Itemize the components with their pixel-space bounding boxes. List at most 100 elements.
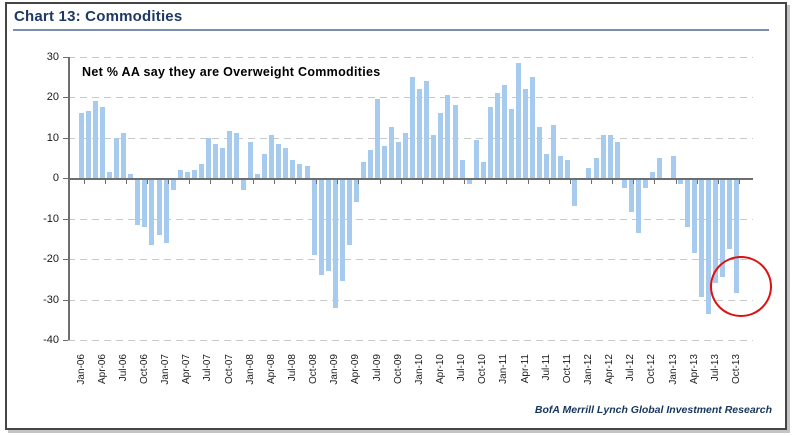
bar [227, 131, 232, 178]
bar [515, 62, 521, 178]
x-axis-tick [548, 180, 550, 184]
y-axis-line [68, 56, 70, 340]
bar [219, 147, 225, 178]
x-axis-label: Apr-11 [519, 354, 531, 384]
bar [353, 180, 359, 203]
bar [600, 135, 606, 178]
bar [135, 180, 141, 225]
chart-title: Chart 13: Commodities [14, 8, 183, 25]
gridline [68, 56, 753, 58]
x-axis-label: Oct-08 [308, 354, 320, 385]
x-axis-label: Jan-06 [75, 354, 87, 385]
bar [177, 169, 183, 178]
x-axis-tick [400, 180, 402, 184]
plot-area: Net % AA say they are Overweight Commodi… [7, 4, 785, 428]
x-axis-label: Oct-13 [730, 354, 742, 385]
bar [480, 161, 486, 178]
bar [290, 159, 296, 178]
x-axis-line [68, 178, 753, 180]
bar [255, 173, 261, 178]
x-axis-tick [527, 180, 529, 184]
gridline [68, 340, 753, 341]
bar [297, 163, 303, 178]
x-axis-label: Oct-07 [223, 354, 235, 385]
x-axis-label: Jan-08 [244, 354, 256, 385]
x-axis-tick [358, 180, 360, 184]
bar [607, 135, 613, 178]
bar [473, 139, 479, 178]
bar [720, 180, 726, 278]
x-axis-label: Apr-10 [434, 354, 446, 385]
bar [332, 180, 338, 308]
bar [551, 125, 557, 178]
x-axis-tick [252, 180, 254, 184]
y-axis-tick [63, 218, 68, 220]
x-axis-label: Jul-10 [456, 354, 468, 382]
bar [466, 180, 472, 185]
bar [621, 180, 627, 189]
bar [156, 180, 162, 235]
bar [79, 113, 84, 178]
x-axis-tick [294, 180, 296, 184]
x-axis-tick [717, 180, 719, 184]
x-axis-tick [612, 180, 614, 184]
y-axis-tick [63, 340, 68, 341]
x-axis-label: Apr-12 [604, 354, 616, 385]
x-axis-tick [738, 180, 740, 184]
bar [494, 92, 500, 178]
bar [149, 180, 155, 245]
x-axis-label: Jan-12 [582, 354, 594, 385]
bar [508, 109, 514, 178]
y-axis-tick [63, 259, 68, 260]
bar [713, 180, 719, 284]
x-axis-tick [569, 180, 571, 184]
bar [530, 76, 536, 178]
x-axis-tick [654, 180, 656, 184]
bar [360, 161, 366, 178]
bar [114, 137, 120, 178]
x-axis-label: Jul-07 [202, 354, 214, 382]
bar [678, 180, 684, 185]
x-axis-label: Oct-09 [392, 354, 404, 385]
x-axis-label: Oct-10 [477, 354, 489, 385]
bar [424, 80, 430, 178]
highlight-ellipse [710, 256, 772, 317]
x-axis-label: Oct-06 [138, 354, 150, 385]
bar [734, 180, 740, 294]
bar [558, 155, 564, 178]
bar [445, 94, 451, 178]
bar [706, 180, 712, 314]
bar [699, 180, 705, 298]
x-axis-tick [485, 180, 487, 184]
x-axis-tick [379, 180, 381, 184]
bar [191, 169, 197, 178]
x-axis-tick [146, 180, 148, 184]
x-axis-tick [210, 180, 212, 184]
bar [198, 163, 204, 178]
y-axis-label: -20 [43, 253, 59, 265]
bar [487, 107, 493, 178]
x-axis-tick [506, 180, 508, 184]
y-axis-tick [63, 56, 68, 58]
bar [283, 147, 289, 178]
x-axis-tick [125, 180, 127, 184]
gridline [68, 218, 753, 220]
bar [382, 145, 388, 178]
bar [107, 171, 113, 178]
bar [170, 180, 176, 191]
y-axis-tick [63, 178, 68, 179]
source-attribution: BofA Merrill Lynch Global Investment Res… [534, 404, 772, 416]
bar [325, 180, 331, 272]
x-axis-label: Apr-06 [96, 354, 108, 385]
bar [212, 143, 218, 178]
bar [671, 155, 677, 178]
bar [614, 141, 620, 178]
bar [727, 180, 733, 249]
bar [100, 107, 106, 178]
x-axis-tick [337, 180, 339, 184]
bar [572, 180, 578, 207]
x-axis-label: Jan-10 [413, 354, 425, 385]
bar [417, 88, 423, 178]
x-axis-tick [442, 180, 444, 184]
bar [346, 180, 352, 245]
